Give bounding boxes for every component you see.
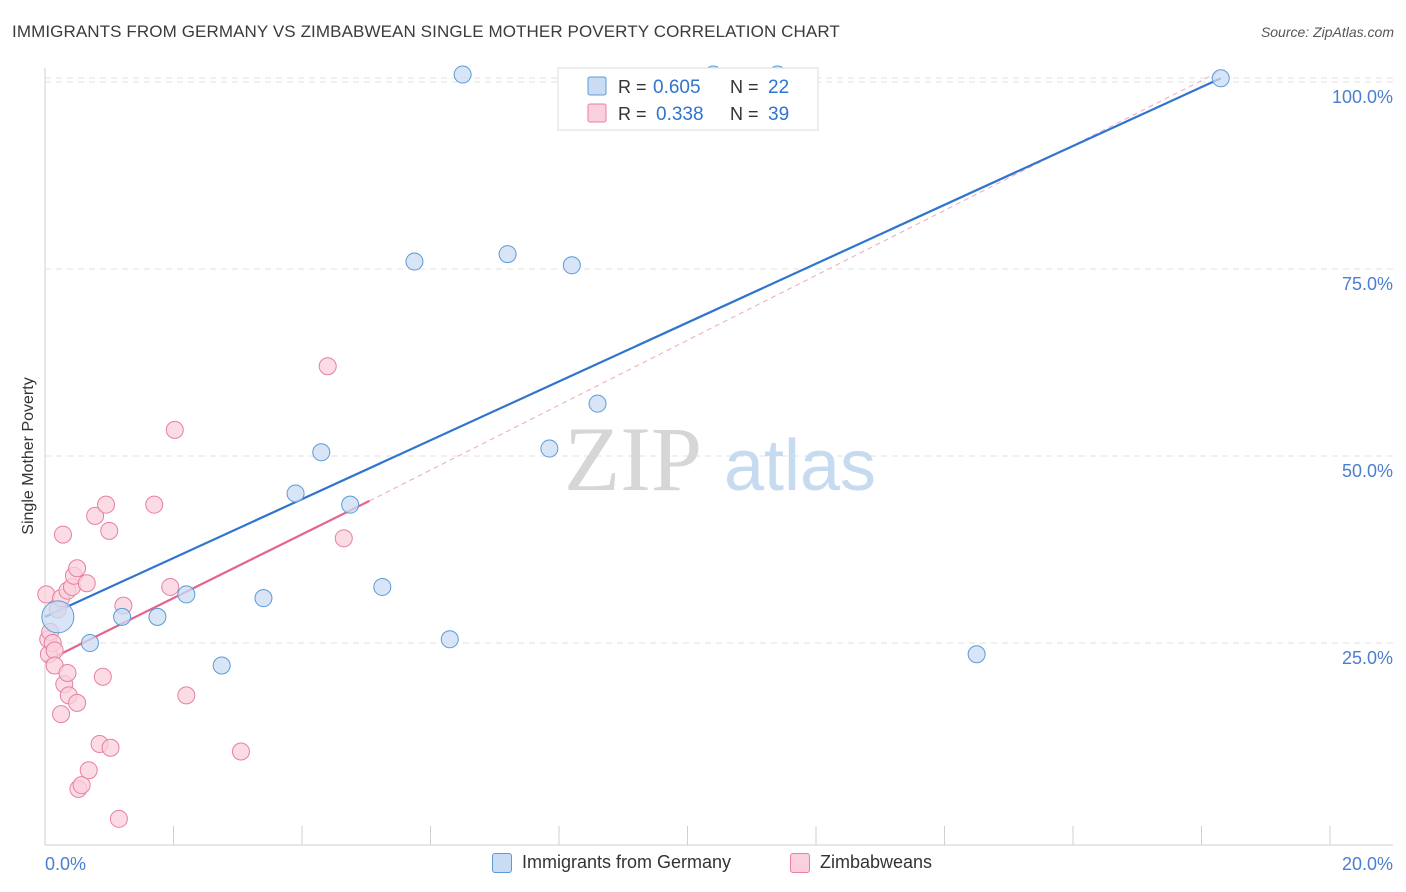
watermark-zip: ZIP (564, 408, 702, 510)
point-zimbabweans (161, 577, 180, 596)
point-germany (177, 585, 196, 604)
point-zimbabweans (79, 761, 98, 780)
point-zimbabweans (37, 585, 56, 604)
y-tick-label: 100.0% (1332, 87, 1393, 107)
axes (44, 68, 1393, 846)
trend-line-zimbabweans (44, 499, 370, 663)
y-axis-label: Single Mother Poverty (20, 377, 37, 535)
watermark-atlas: atlas (724, 426, 876, 506)
point-zimbabweans (53, 525, 72, 544)
point-zimbabweans (45, 641, 64, 660)
legend-n-value: 39 (768, 104, 789, 125)
point-zimbabweans (52, 705, 71, 724)
point-germany (540, 439, 559, 458)
point-zimbabweans (100, 521, 119, 540)
point-germany (588, 394, 607, 413)
x-tick-labels: 0.0% 20.0% (45, 854, 1393, 874)
point-germany (312, 443, 331, 462)
point-zimbabweans (68, 693, 87, 712)
point-germany (967, 645, 986, 664)
point-germany (212, 656, 231, 675)
legend: R = 0.605 N = 22 R = 0.338 N = 39 (557, 67, 819, 131)
trend-lines (44, 70, 1222, 663)
y-tick-label: 75.0% (1342, 274, 1393, 294)
point-zimbabweans (77, 574, 96, 593)
bottom-legend-label-germany: Immigrants from Germany (522, 852, 732, 872)
y-tick-labels: 25.0% 50.0% 75.0% 100.0% (1332, 87, 1393, 668)
point-germany (440, 630, 459, 649)
bottom-legend-swatch-zimbabweans (790, 852, 810, 873)
grid-lines (45, 77, 1393, 644)
legend-n-value: 22 (768, 77, 789, 98)
bottom-legend: Immigrants from Germany Zimbabweans (0, 852, 1406, 878)
point-germany (1211, 69, 1230, 88)
legend-swatch-germany (587, 76, 607, 96)
bottom-legend-item-zimbabweans: Zimbabweans (790, 852, 932, 873)
point-zimbabweans (68, 559, 87, 578)
y-tick-label: 50.0% (1342, 461, 1393, 481)
point-germany (453, 65, 472, 84)
point-zimbabweans (165, 420, 184, 439)
legend-swatch-zimbabweans (587, 103, 607, 123)
bottom-legend-item-germany: Immigrants from Germany (492, 852, 731, 873)
point-germany (113, 607, 132, 626)
trend-line-germany (44, 77, 1222, 618)
point-zimbabweans (72, 776, 91, 795)
point-zimbabweans (93, 667, 112, 686)
point-germany (41, 600, 75, 634)
point-germany (373, 577, 392, 596)
legend-r-value: 0.605 (653, 77, 701, 98)
point-zimbabweans (58, 663, 77, 682)
x-tick-marks (173, 826, 1331, 845)
point-germany (148, 607, 167, 626)
watermark: ZIP atlas (564, 408, 876, 510)
point-zimbabweans (177, 686, 196, 705)
x-tick-label: 20.0% (1342, 854, 1393, 874)
point-zimbabweans (231, 742, 250, 761)
chart-title: IMMIGRANTS FROM GERMANY VS ZIMBABWEAN SI… (12, 22, 840, 41)
source-label: Source: ZipAtlas.com (1260, 24, 1394, 40)
point-germany (498, 245, 517, 264)
legend-n-label: N = (730, 104, 759, 124)
series-germany-points (41, 65, 1230, 675)
point-zimbabweans (109, 809, 128, 828)
point-germany (286, 484, 305, 503)
point-zimbabweans (318, 357, 337, 376)
bottom-legend-label-zimbabweans: Zimbabweans (820, 852, 933, 872)
point-zimbabweans (97, 495, 116, 514)
legend-n-label: N = (730, 77, 759, 97)
legend-r-label: R = (618, 104, 647, 124)
point-germany (341, 495, 360, 514)
y-tick-label: 25.0% (1342, 648, 1393, 668)
point-germany (562, 256, 581, 275)
bottom-legend-swatch-germany (492, 852, 512, 873)
point-germany (254, 589, 273, 608)
point-zimbabweans (145, 495, 164, 514)
point-zimbabweans (86, 506, 105, 525)
point-zimbabweans (101, 738, 120, 757)
legend-r-label: R = (618, 77, 647, 97)
legend-r-value: 0.338 (656, 104, 704, 125)
x-tick-label: 0.0% (45, 854, 86, 874)
point-germany (405, 252, 424, 271)
point-germany (80, 634, 99, 653)
point-zimbabweans (334, 529, 353, 548)
